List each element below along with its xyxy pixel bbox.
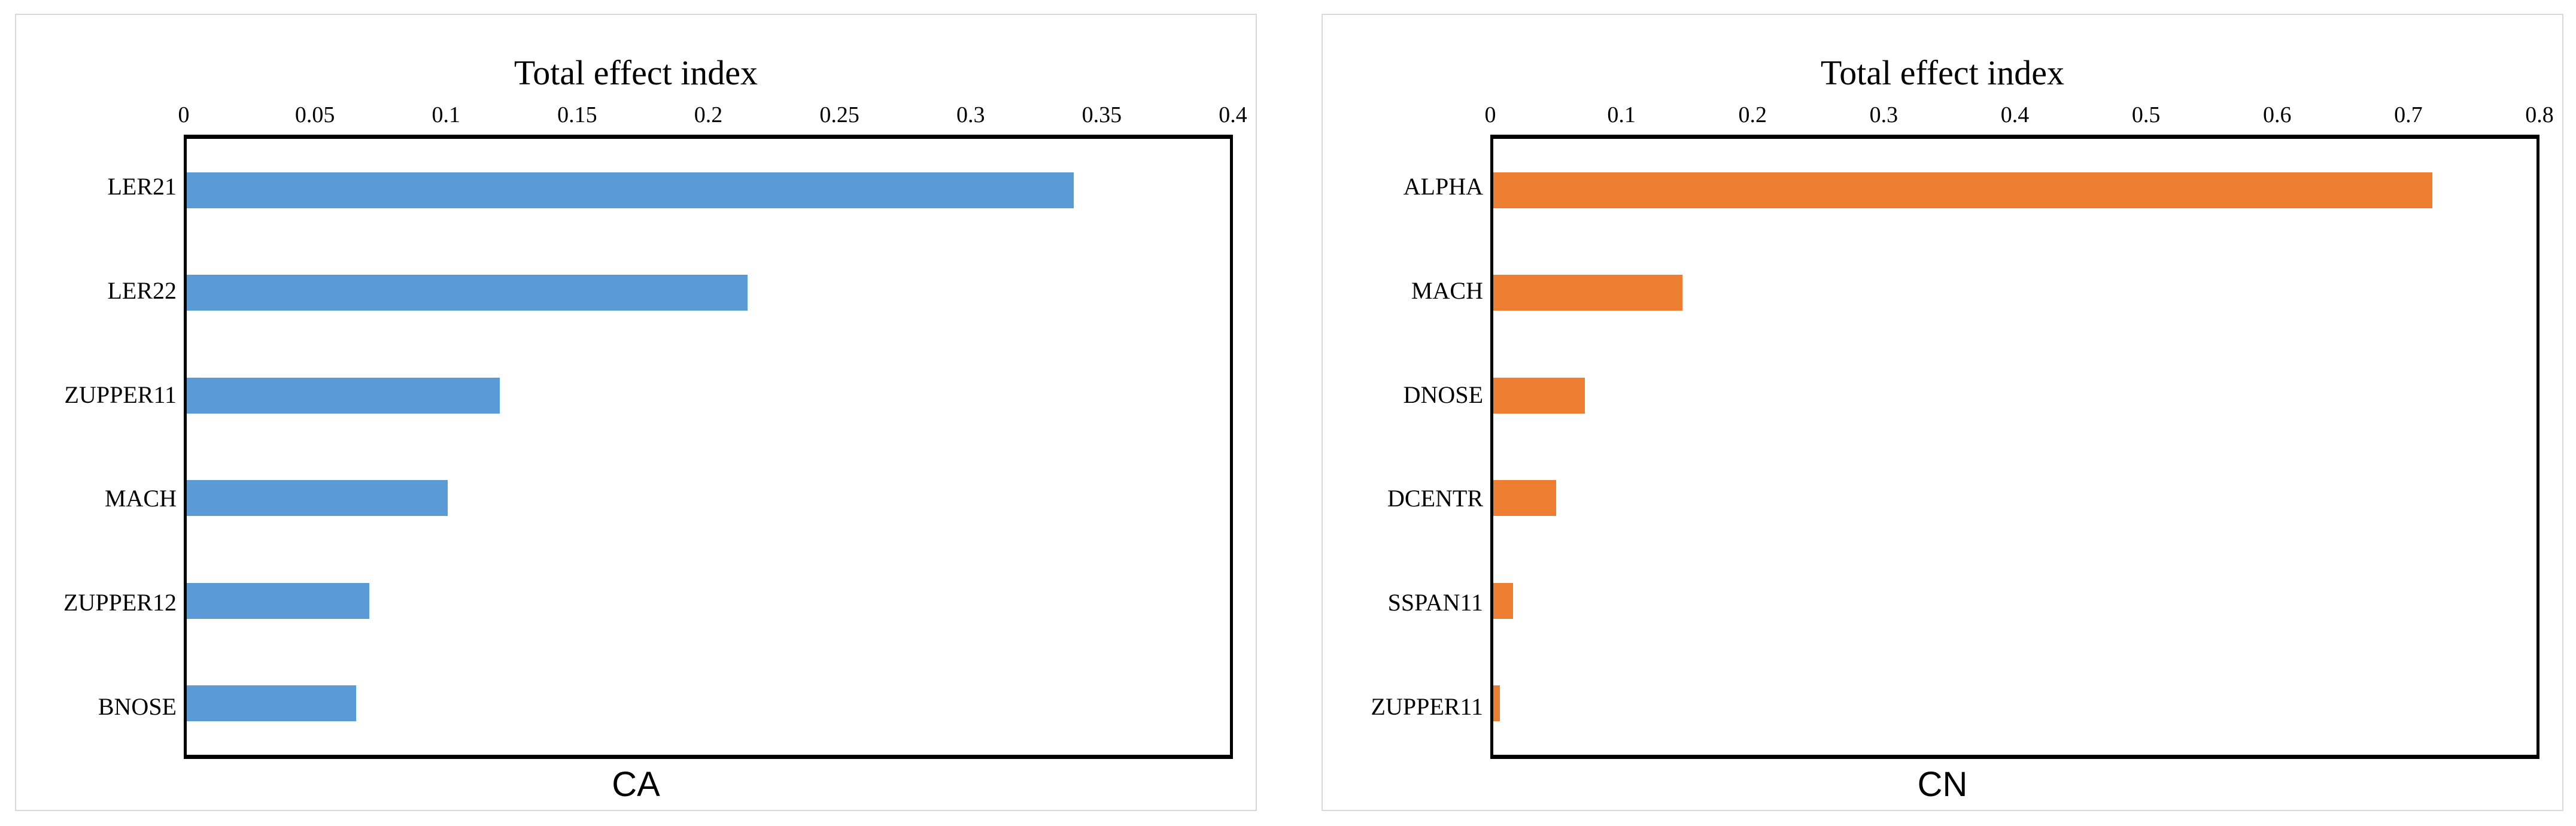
category-axis: LER21 LER22 ZUPPER11 MACH ZUPPER12 BNOSE [16,135,184,759]
axis-tick-label: 0.4 [1219,102,1247,127]
plot-right-margin [2539,135,2562,759]
chart-title-row: Total effect index [16,15,1256,92]
x-axis-label: CA [612,764,660,804]
x-axis-label-row: CN [1323,759,2562,810]
axis-tick-label: 0.15 [557,102,597,127]
category-label: ZUPPER12 [63,589,177,617]
bar-band [187,652,1230,755]
category-label: DCENTR [1387,485,1483,512]
plot-area [1490,135,2539,759]
axis-tick-label: 0.3 [1869,102,1898,127]
axis-tick-label: 0.3 [956,102,985,127]
x-axis-label: CN [1917,764,1968,804]
x-axis-ticks: 0 0.1 0.2 0.3 0.4 0.5 0.6 0.7 0.8 [1485,92,2554,127]
category-label-band: ZUPPER11 [1323,655,1490,759]
x-axis-label-row: CA [16,759,1256,810]
bar-band [187,447,1230,550]
category-label-band: ZUPPER11 [16,343,184,447]
category-label: ZUPPER11 [64,381,177,408]
category-label-band: SSPAN11 [1323,551,1490,655]
axis-tick-label: 0.1 [1607,102,1636,127]
bar [1493,275,1682,311]
category-axis: ALPHA MACH DNOSE DCENTR SSPAN11 ZUPPER11 [1323,135,1490,759]
bar-band [1493,344,2536,447]
bar-band [1493,139,2536,242]
bar [187,275,748,311]
axis-tick-label: 0.6 [2263,102,2292,127]
axis-tick-label: 0.25 [819,102,859,127]
bar [1493,582,1513,619]
x-axis-ticks: 0 0.05 0.1 0.15 0.2 0.25 0.3 0.35 0.4 [178,92,1247,127]
x-axis: 0 0.1 0.2 0.3 0.4 0.5 0.6 0.7 0.8 [1323,92,2562,135]
axis-tick-label: 0.5 [2131,102,2161,127]
bar-band [187,344,1230,447]
category-label-band: ALPHA [1323,135,1490,239]
category-label: LER21 [107,172,177,200]
category-label: DNOSE [1403,381,1483,408]
chart-body: LER21 LER22 ZUPPER11 MACH ZUPPER12 BNOSE [16,135,1256,759]
category-label-band: MACH [1323,239,1490,343]
bar [187,377,500,414]
bar-band [1493,652,2536,755]
category-label: LER22 [107,277,177,304]
category-label-band: ZUPPER12 [16,551,184,655]
bar-band [187,139,1230,242]
category-label-band: MACH [16,447,184,551]
axis-tick-label: 0.35 [1082,102,1122,127]
bar-band [187,242,1230,345]
plot-area [184,135,1233,759]
bar [1493,172,2432,208]
category-label: SSPAN11 [1387,589,1483,617]
chart-body: ALPHA MACH DNOSE DCENTR SSPAN11 ZUPPER11 [1323,135,2562,759]
category-label: MACH [1411,277,1483,304]
bar-series [187,139,1230,755]
category-label: ALPHA [1403,172,1483,200]
axis-tick-label: 0 [1484,102,1496,127]
chart-title-row: Total effect index [1323,15,2562,92]
chart-title: Total effect index [514,53,758,92]
bar-band [1493,242,2536,345]
bar [187,480,448,517]
axis-tick-label: 0 [178,102,190,127]
chart-panel-ca: Total effect index 0 0.05 0.1 0.15 0.2 0.25 0.… [15,14,1257,811]
chart-panel-cn: Total effect index 0 0.1 0.2 0.3 0.4 0.5 0.6 0.… [1322,14,2563,811]
x-axis: 0 0.05 0.1 0.15 0.2 0.25 0.3 0.35 0.4 [16,92,1256,135]
category-label-band: LER22 [16,239,184,343]
axis-tick-label: 0.05 [294,102,335,127]
axis-tick-label: 0.1 [432,102,461,127]
category-label: MACH [104,485,177,512]
bar [187,685,357,722]
axis-tick-label: 0.2 [1738,102,1767,127]
chart-title: Total effect index [1820,53,2065,92]
axis-tick-label: 0.7 [2394,102,2423,127]
axis-tick-label: 0.2 [694,102,723,127]
axis-tick-label: 0.8 [2525,102,2554,127]
bar [1493,685,1500,722]
category-label: ZUPPER11 [1371,693,1483,721]
bar [1493,480,1556,517]
bar-band [187,549,1230,652]
category-label-band: DCENTR [1323,447,1490,551]
category-label-band: BNOSE [16,655,184,759]
category-label: BNOSE [98,693,177,721]
bar [187,582,370,619]
category-label-band: DNOSE [1323,343,1490,447]
bar-band [1493,447,2536,550]
bar-band [1493,549,2536,652]
axis-tick-label: 0.4 [2000,102,2030,127]
bar [187,172,1074,208]
plot-right-margin [1233,135,1256,759]
bar [1493,377,1585,414]
bar-series [1493,139,2536,755]
category-label-band: LER21 [16,135,184,239]
